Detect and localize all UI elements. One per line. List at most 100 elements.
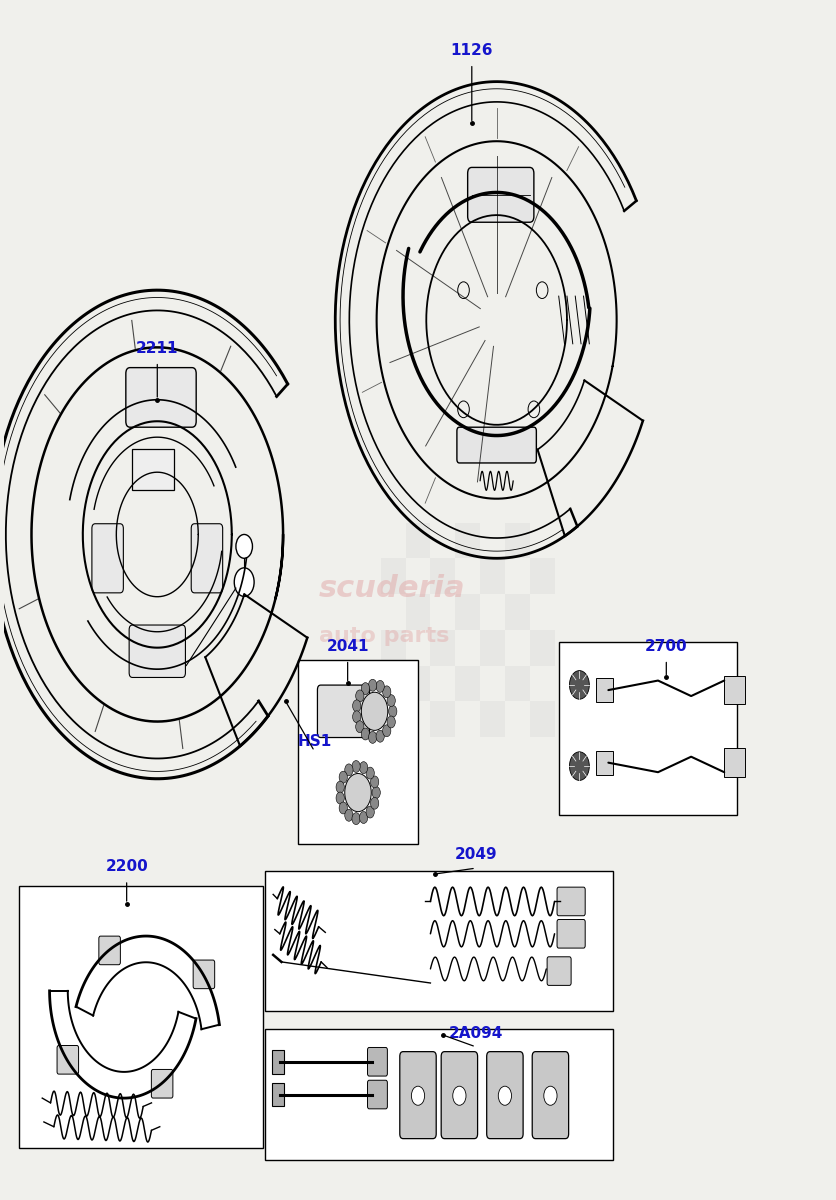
Circle shape [344,774,371,811]
Circle shape [336,792,344,804]
Circle shape [344,764,353,776]
Text: 2041: 2041 [326,638,369,654]
Bar [596,751,613,774]
FancyBboxPatch shape [533,1051,568,1139]
FancyBboxPatch shape [368,1048,387,1076]
Bar [480,701,505,737]
Circle shape [369,679,377,691]
Circle shape [383,686,391,697]
Text: 2A094: 2A094 [449,1026,503,1040]
Circle shape [569,671,589,700]
FancyBboxPatch shape [400,1051,436,1139]
Bar [480,630,505,666]
Bar [405,594,431,630]
Bar [431,630,456,666]
Circle shape [387,716,395,728]
Circle shape [372,787,380,798]
Bar [724,676,745,704]
FancyBboxPatch shape [457,427,537,463]
Circle shape [369,732,377,743]
Text: 2700: 2700 [645,638,688,654]
Bar [405,522,431,558]
Text: 1126: 1126 [451,43,493,58]
FancyBboxPatch shape [99,936,120,965]
Bar [132,449,174,491]
Bar [272,1050,284,1074]
FancyBboxPatch shape [557,919,585,948]
Text: 2200: 2200 [105,859,148,874]
FancyBboxPatch shape [92,523,124,593]
Bar [480,558,505,594]
Text: 2049: 2049 [455,847,497,862]
Circle shape [234,568,254,596]
Bar [558,642,737,815]
Circle shape [366,767,375,779]
FancyBboxPatch shape [547,956,571,985]
Bar [431,558,456,594]
Circle shape [355,690,364,702]
FancyBboxPatch shape [487,1051,523,1139]
Circle shape [352,761,360,773]
Bar [596,678,613,702]
Circle shape [498,1086,512,1105]
Circle shape [543,1086,557,1105]
Text: 2211: 2211 [136,341,179,355]
Text: auto parts: auto parts [319,625,449,646]
Bar [405,666,431,701]
FancyBboxPatch shape [193,960,215,989]
FancyBboxPatch shape [129,625,186,678]
Bar [265,870,613,1012]
Bar [265,1028,613,1160]
Circle shape [383,725,391,737]
Circle shape [370,776,379,788]
Circle shape [387,695,395,707]
Bar [505,666,530,701]
Bar [456,594,480,630]
Bar [530,701,554,737]
FancyBboxPatch shape [126,367,196,427]
Circle shape [339,772,348,784]
Circle shape [366,806,375,818]
Circle shape [359,811,368,823]
Circle shape [361,683,370,695]
Circle shape [389,706,397,718]
Bar [380,558,405,594]
Bar [380,701,405,737]
Circle shape [352,812,360,824]
FancyBboxPatch shape [318,685,370,738]
FancyBboxPatch shape [368,1080,387,1109]
Circle shape [359,762,368,774]
Text: HS1: HS1 [298,734,332,749]
Bar [431,701,456,737]
Circle shape [236,534,252,558]
Circle shape [344,809,353,821]
Bar [505,522,530,558]
FancyBboxPatch shape [57,1045,79,1074]
Circle shape [355,721,364,733]
Bar [456,666,480,701]
FancyBboxPatch shape [191,523,222,593]
Circle shape [411,1086,425,1105]
Circle shape [353,710,361,722]
Bar [272,1082,284,1106]
Circle shape [376,731,385,742]
FancyBboxPatch shape [441,1051,477,1139]
FancyBboxPatch shape [557,887,585,916]
Text: scuderia: scuderia [319,574,466,602]
Circle shape [339,802,348,814]
Bar [505,594,530,630]
Bar [530,558,554,594]
Circle shape [361,728,370,740]
Circle shape [336,781,344,793]
FancyBboxPatch shape [151,1069,173,1098]
Bar [530,630,554,666]
Circle shape [376,680,385,692]
Bar [298,660,418,845]
Circle shape [370,797,379,809]
Bar [380,630,405,666]
Bar [19,886,263,1148]
Circle shape [353,700,361,712]
Circle shape [569,752,589,780]
Bar [724,749,745,776]
Circle shape [453,1086,466,1105]
